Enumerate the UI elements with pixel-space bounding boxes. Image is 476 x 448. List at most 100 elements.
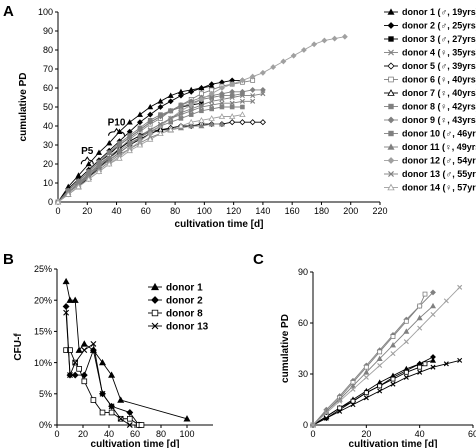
x-tick-label: 20: [78, 429, 88, 439]
data-point-series-8: [350, 386, 356, 392]
x-tick-label: 120: [226, 206, 241, 216]
data-point-series-10: [229, 104, 235, 110]
x-tick-label: 0: [54, 429, 59, 439]
legend-marker: [151, 309, 159, 317]
panel-letter-a: A: [3, 3, 14, 20]
series-line-4: [312, 359, 460, 426]
data-point-series-14: [126, 147, 133, 154]
data-point-series-4: [239, 98, 245, 104]
data-point-series-14: [218, 113, 226, 119]
data-point-series-1: [117, 396, 125, 403]
legend-label: donor 6 (♀, 40yrs): [402, 75, 476, 85]
data-point-series-9: [167, 107, 174, 114]
data-point-series-13: [178, 110, 184, 116]
data-point-series-8: [417, 325, 423, 331]
data-point-series-6: [422, 291, 428, 297]
series-line-8: [312, 286, 460, 426]
data-point-series-13: [127, 142, 133, 148]
data-point-series-9: [178, 102, 184, 109]
data-point-series-8: [430, 311, 436, 318]
data-point-series-4: [363, 395, 369, 401]
data-point-series-1: [62, 277, 70, 285]
data-point-series-4: [377, 388, 383, 394]
data-point-series-6: [377, 349, 383, 355]
y-tick-label: 30: [43, 140, 53, 150]
data-point-series-11: [198, 122, 205, 129]
data-point-series-13: [157, 121, 163, 127]
data-point-series-2: [208, 81, 215, 88]
data-point-series-1: [147, 103, 154, 110]
x-tick-label: 0: [55, 206, 60, 216]
data-point-series-4: [219, 100, 225, 106]
data-point-series-1: [167, 92, 174, 98]
data-point-series-1: [98, 358, 107, 366]
data-point-series-9: [219, 90, 225, 97]
legend-marker: [388, 49, 394, 56]
data-point-series-2: [188, 88, 195, 95]
data-point-series-3: [67, 347, 73, 353]
x-tick-label: 60: [141, 206, 151, 216]
legend-marker: [150, 282, 160, 291]
data-point-series-3: [81, 378, 88, 385]
legend-marker: [387, 22, 395, 29]
data-point-series-1: [106, 139, 113, 146]
data-point-series-2: [157, 104, 164, 110]
data-point-series-11: [208, 120, 215, 127]
data-point-series-1: [71, 296, 79, 303]
data-point-series-3: [99, 409, 106, 416]
data-point-series-14: [136, 141, 144, 148]
legend-marker: [151, 322, 159, 330]
data-point-series-9: [249, 86, 256, 93]
data-point-series-7: [416, 314, 423, 321]
y-tick-label: 90: [298, 267, 308, 277]
data-point-series-3: [377, 383, 383, 389]
data-point-series-1: [429, 357, 437, 363]
data-point-series-3: [390, 376, 396, 382]
data-point-series-3: [337, 405, 343, 411]
data-point-series-3: [138, 422, 145, 428]
legend-label: donor 1 (♂, 19yrs): [402, 7, 476, 17]
data-point-series-11: [188, 122, 195, 129]
data-point-series-12: [239, 77, 246, 84]
data-point-series-13: [96, 165, 102, 171]
data-point-series-3: [422, 361, 428, 367]
y-tick-label: 20: [43, 159, 53, 169]
data-point-series-9: [126, 134, 133, 141]
data-point-series-10: [240, 104, 245, 110]
data-point-series-6: [363, 364, 369, 370]
data-point-series-2: [430, 354, 436, 360]
y-tick-label: 10: [43, 178, 53, 188]
data-point-series-13: [250, 93, 256, 99]
legend-label: donor 3 (♂, 27yrs): [402, 34, 476, 44]
data-point-series-9: [116, 142, 123, 148]
data-point-series-7: [363, 369, 370, 375]
series-line-5: [312, 292, 434, 426]
data-point-series-8: [457, 284, 463, 290]
data-point-series-3: [363, 390, 369, 396]
x-tick-label: 60: [468, 429, 476, 439]
x-tick-label: 40: [112, 206, 122, 216]
data-point-series-2: [62, 303, 70, 310]
legend-marker: [388, 76, 394, 83]
y-tick-label: 40: [43, 121, 53, 131]
x-tick-label: 80: [156, 429, 166, 439]
x-tick-label: 20: [361, 429, 371, 439]
legend-label: donor 13: [166, 322, 209, 333]
data-point-series-4: [443, 361, 449, 367]
data-point-series-9: [137, 126, 143, 133]
data-point-series-4: [390, 381, 396, 387]
legend-label: donor 7 (♀, 40yrs): [402, 88, 476, 98]
y-tick-label: 10%: [34, 358, 52, 368]
data-point-series-12: [259, 69, 266, 76]
data-point-series-13: [198, 102, 204, 108]
legend-label: donor 1: [166, 283, 203, 294]
data-point-series-9: [147, 119, 154, 126]
data-point-series-12: [331, 35, 338, 42]
x-tick-label: 160: [285, 206, 300, 216]
data-point-series-3: [127, 415, 133, 422]
panel-letter-c: C: [253, 251, 264, 268]
data-point-series-7: [403, 328, 410, 334]
legend-label: donor 2: [166, 296, 203, 307]
data-point-series-14: [85, 175, 92, 182]
